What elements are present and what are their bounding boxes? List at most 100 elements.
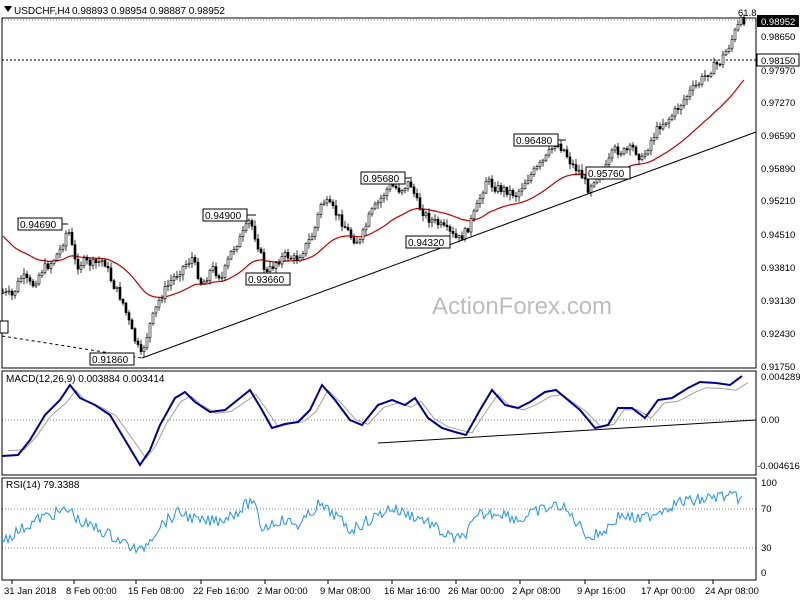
candle-down	[418, 197, 422, 210]
candle-up	[406, 181, 410, 189]
candle-up	[562, 149, 566, 152]
candle-down	[490, 178, 494, 188]
candle-up	[364, 225, 368, 231]
candle-down	[346, 227, 350, 231]
candle-down	[214, 266, 218, 277]
candle-up	[373, 203, 377, 210]
candle-up	[187, 262, 191, 265]
current-price-box	[757, 15, 799, 27]
candle-down	[271, 266, 275, 269]
candle-up	[361, 229, 365, 240]
candle-down	[706, 75, 710, 77]
candle-down	[112, 280, 116, 289]
candle-up	[403, 188, 407, 191]
candle-up	[424, 212, 428, 217]
candle-up	[610, 149, 614, 159]
candle-up	[91, 259, 95, 266]
candle-down	[25, 273, 29, 278]
candle-up	[400, 190, 404, 193]
candle-down	[466, 228, 470, 233]
candle-down	[634, 146, 638, 155]
candle-down	[85, 257, 89, 261]
candle-down	[118, 286, 122, 300]
candle-up	[178, 274, 182, 277]
time-axis-label: 9 Apr 16:00	[577, 586, 626, 597]
candle-up	[691, 85, 695, 91]
candle-up	[712, 62, 716, 74]
candle-up	[322, 202, 326, 205]
candle-up	[550, 148, 554, 150]
candle-up	[619, 153, 623, 156]
candle-down	[250, 220, 254, 227]
macd-panel-frame	[1, 370, 757, 476]
candle-down	[499, 185, 503, 192]
candle-up	[538, 161, 542, 167]
candle-up	[439, 222, 443, 226]
candle-up	[244, 223, 248, 232]
candle-down	[103, 260, 107, 267]
candle-up	[154, 306, 158, 314]
dropdown-arrow-icon[interactable]	[4, 6, 12, 12]
candle-down	[586, 178, 590, 193]
candle-up	[358, 239, 362, 243]
candle-down	[412, 186, 416, 194]
candle-up	[52, 260, 56, 265]
candle-down	[340, 214, 344, 227]
candle-down	[46, 263, 50, 269]
candle-up	[481, 192, 485, 199]
candle-up	[16, 281, 20, 292]
candle-up	[7, 290, 11, 293]
svg-text:0.97270: 0.97270	[761, 98, 795, 109]
time-axis-label: 9 Mar 08:00	[320, 586, 371, 597]
candle-up	[724, 51, 728, 56]
svg-text:0.92430: 0.92430	[761, 329, 795, 340]
candle-up	[646, 150, 650, 155]
candle-up	[688, 89, 692, 97]
macd-signal-line	[7, 382, 749, 460]
candle-down	[451, 231, 455, 234]
candle-down	[133, 328, 137, 342]
candle-down	[73, 244, 77, 260]
time-axis: 31 Jan 2018 8 Feb 00:00 15 Feb 08:00 22 Feb…	[4, 580, 759, 597]
candle-down	[121, 299, 125, 304]
candle-up	[508, 190, 512, 195]
candle-up	[457, 235, 461, 238]
candle-down	[421, 209, 425, 216]
candle-up	[376, 201, 380, 205]
reference-price-box	[756, 53, 800, 67]
candle-down	[259, 248, 263, 253]
candle-up	[592, 182, 596, 187]
candle-down	[10, 290, 14, 296]
candle-down	[262, 252, 266, 270]
ohlc-values: 0.98893 0.98954 0.98887 0.98952	[72, 6, 225, 17]
candle-up	[313, 227, 317, 237]
candle-up	[532, 168, 536, 176]
candle-up	[223, 265, 227, 278]
macd-support-line	[377, 419, 757, 444]
candle-up	[727, 47, 731, 52]
candle-up	[190, 257, 194, 264]
candle-down	[28, 277, 32, 282]
time-axis-label: 26 Mar 00:00	[448, 586, 504, 597]
candle-down	[442, 222, 446, 226]
candle-up	[655, 126, 659, 138]
candle-up	[355, 241, 359, 244]
candle-down	[139, 344, 143, 352]
candle-up	[649, 140, 653, 151]
candle-down	[637, 154, 641, 161]
candle-up	[208, 270, 212, 281]
time-axis-label: 16 Mar 16:00	[384, 586, 440, 597]
candle-up	[163, 286, 167, 299]
candlestick-series	[1, 14, 746, 358]
price-label-0.95680: 0.95680	[360, 171, 412, 185]
candle-up	[736, 24, 740, 31]
svg-text:0.95890: 0.95890	[761, 164, 795, 175]
rsi-line	[1, 490, 743, 554]
candle-up	[274, 262, 278, 269]
candle-down	[658, 126, 662, 130]
candle-down	[295, 255, 299, 262]
candle-up	[553, 146, 557, 149]
macd-line	[1, 375, 743, 467]
rsi-tick-100: 100	[761, 478, 777, 489]
time-axis-label: 8 Feb 00:00	[66, 586, 117, 597]
